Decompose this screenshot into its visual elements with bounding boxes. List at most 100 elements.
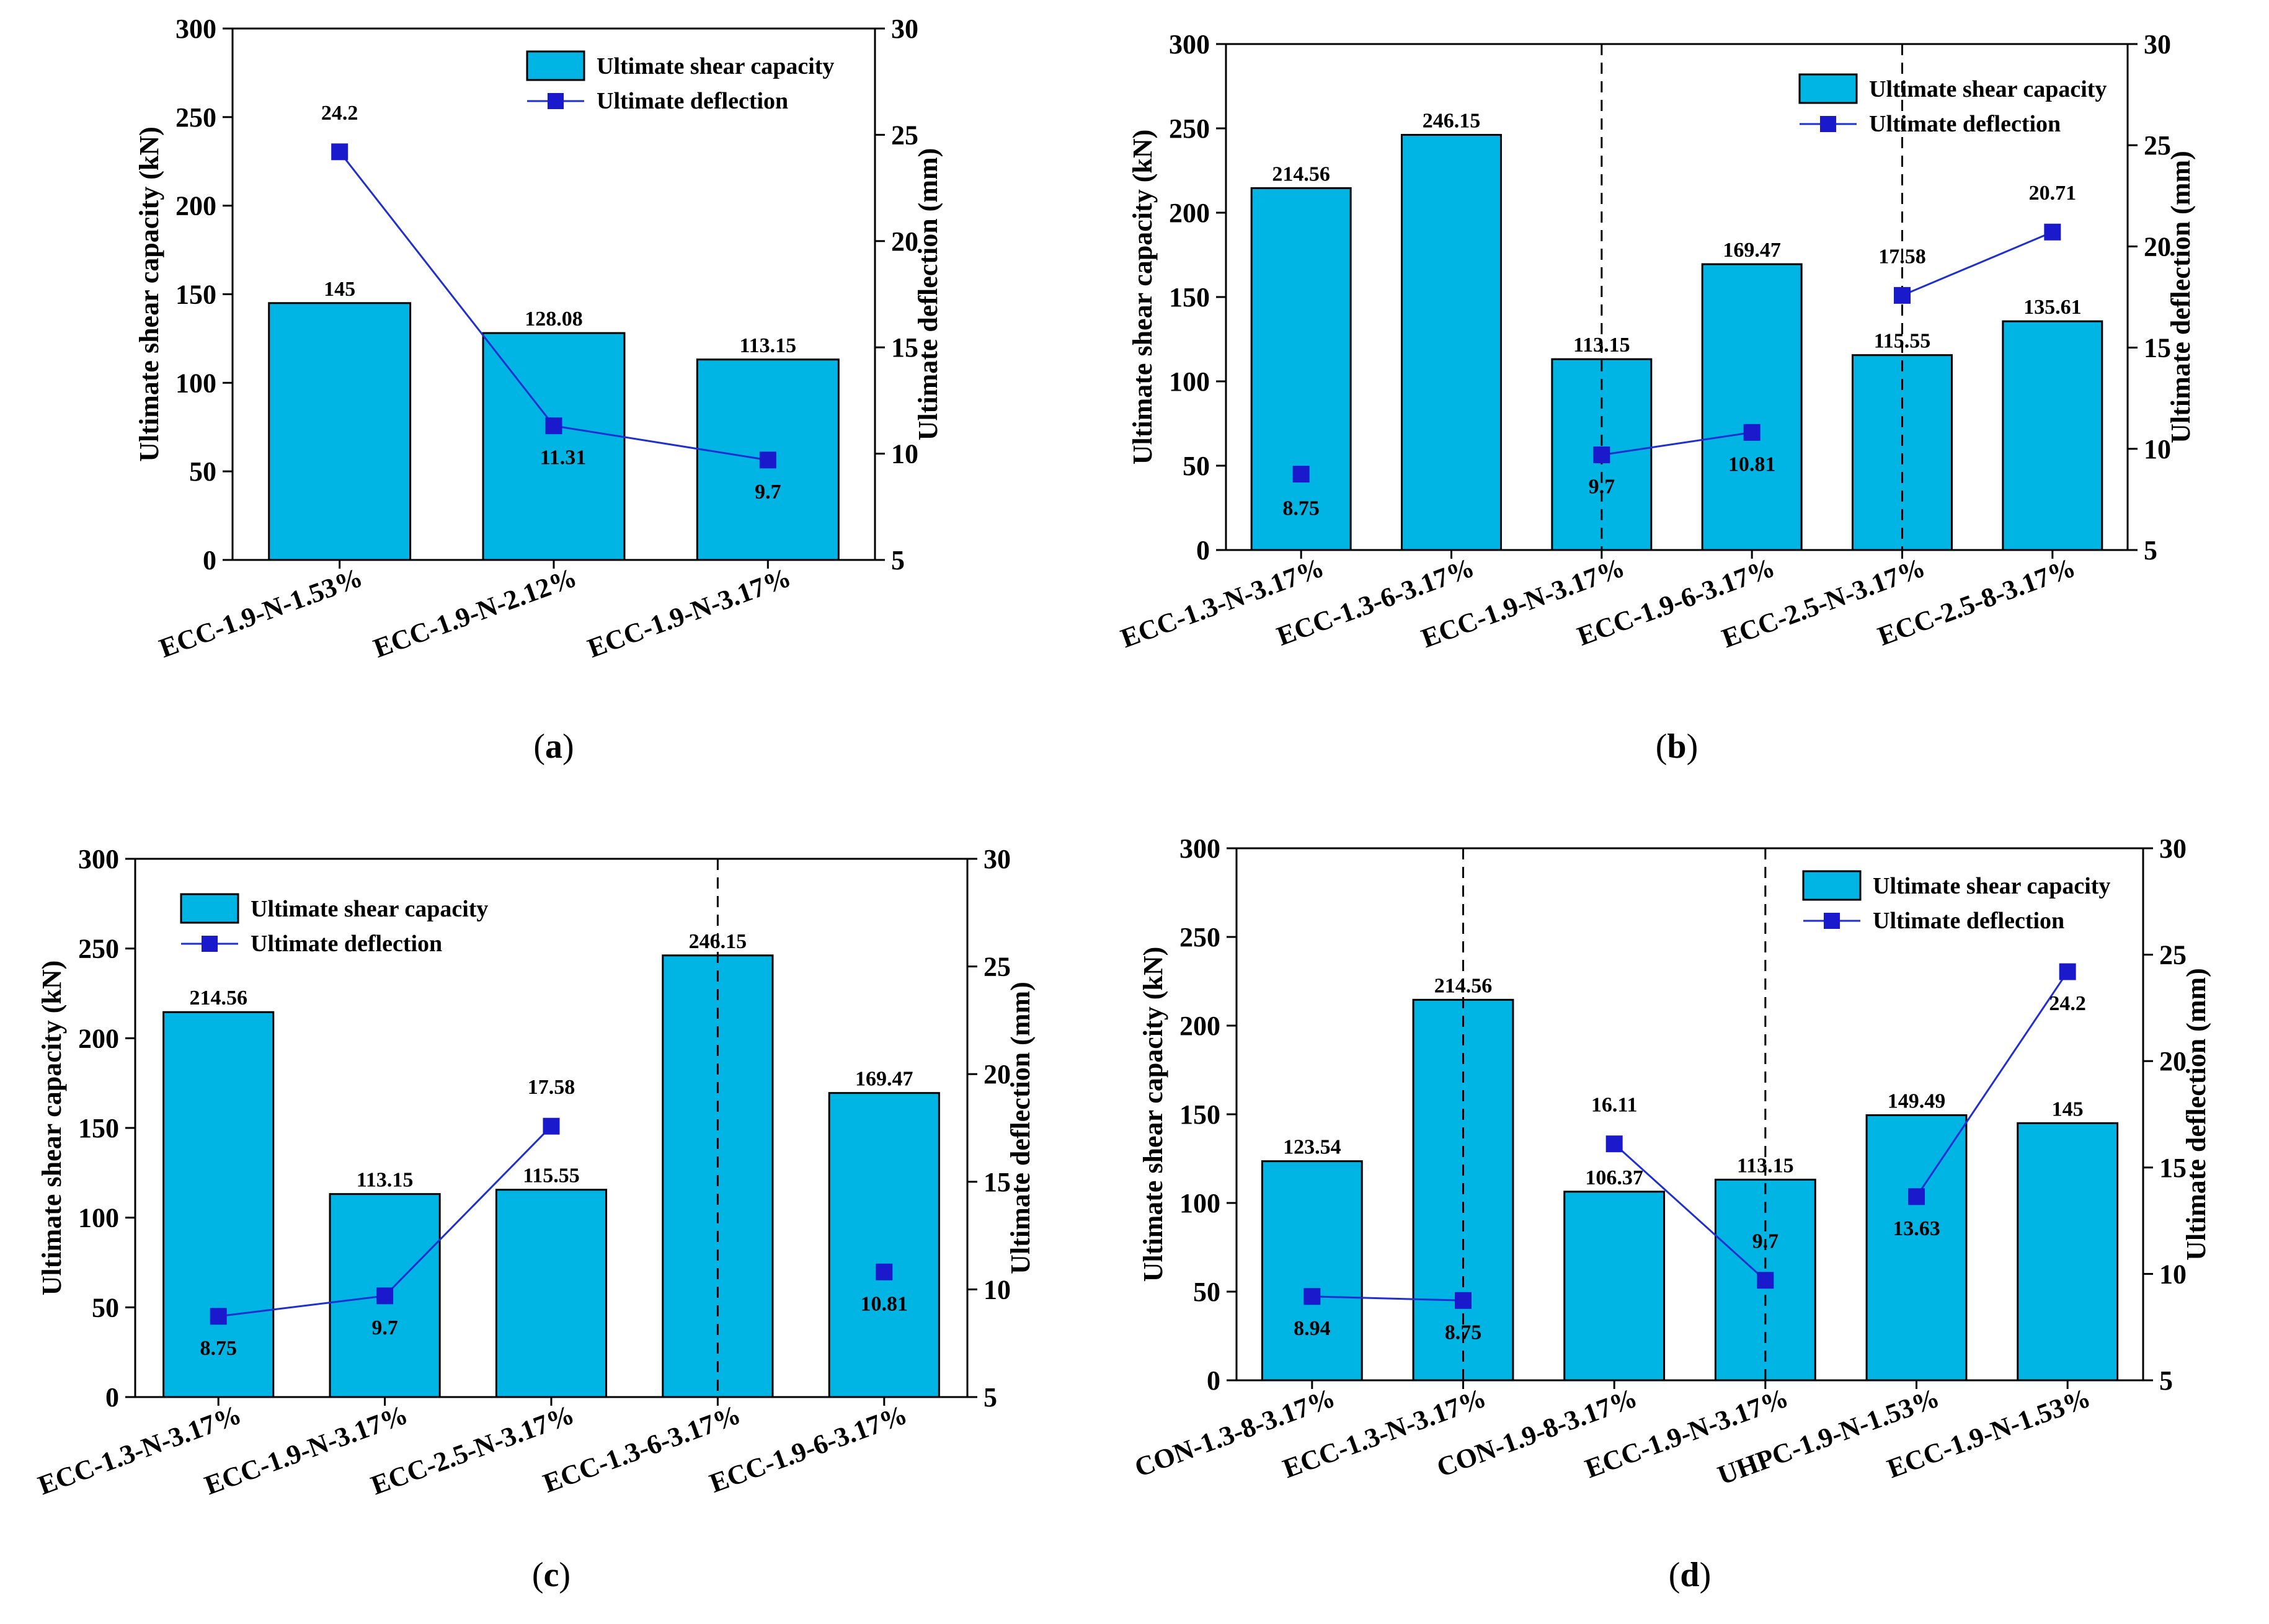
deflection-value-label: 9.7 <box>371 1316 398 1339</box>
y-tick-label: 150 <box>1169 282 1210 313</box>
y2-tick-label: 15 <box>891 332 918 363</box>
y2-tick-label: 20 <box>984 1059 1011 1089</box>
paren-close: ) <box>559 1556 571 1594</box>
deflection-value-label: 10.81 <box>1728 453 1776 476</box>
bar-value-label: 145 <box>2052 1098 2084 1120</box>
paren-open: ( <box>1656 727 1667 766</box>
deflection-line <box>1614 1143 1766 1281</box>
panel-letter: a <box>545 727 562 766</box>
y2-tick-label: 5 <box>2159 1365 2173 1396</box>
bar-value-label: 246.15 <box>1423 109 1481 132</box>
y2-tick-label: 10 <box>2159 1259 2187 1289</box>
deflection-marker <box>1908 1188 1925 1205</box>
y-tick-label: 50 <box>1193 1277 1220 1307</box>
deflection-marker <box>1593 446 1610 464</box>
deflection-marker <box>210 1308 227 1325</box>
legend-line-label: Ultimate deflection <box>597 88 788 114</box>
legend-line-label: Ultimate deflection <box>251 931 442 957</box>
y-tick-label: 100 <box>1179 1188 1220 1218</box>
paren-close: ) <box>1700 1556 1712 1594</box>
y2-axis-label: Ultimate deflection (mm) <box>2165 151 2196 443</box>
bar <box>1250 187 1352 551</box>
y-tick-label: 300 <box>1169 29 1210 60</box>
bar <box>2017 1122 2119 1382</box>
y2-tick-label: 10 <box>2144 434 2171 464</box>
y-tick-label: 0 <box>1196 535 1210 566</box>
bar <box>1261 1160 1363 1382</box>
legend-bar-label: Ultimate shear capacity <box>1869 76 2107 102</box>
deflection-value-label: 10.81 <box>861 1292 908 1315</box>
y2-axis-label: Ultimate deflection (mm) <box>913 148 943 441</box>
y-tick-label: 200 <box>1169 198 1210 228</box>
deflection-value-label: 9.7 <box>1752 1230 1779 1253</box>
y-tick-label: 100 <box>78 1203 119 1233</box>
deflection-line <box>1901 231 2053 296</box>
y2-tick-label: 10 <box>891 439 918 469</box>
panel-letter: d <box>1680 1556 1699 1594</box>
chart-panel-b: 214.56246.15113.15169.47115.55135.610501… <box>1117 29 2196 766</box>
deflection-value-label: 17.58 <box>1878 245 1926 268</box>
bar <box>495 1189 608 1398</box>
deflection-value-label: 8.75 <box>1445 1321 1482 1344</box>
legend-bar-swatch <box>180 893 239 924</box>
deflection-line <box>1916 971 2069 1197</box>
paren-close: ) <box>562 727 574 766</box>
bar <box>2002 320 2103 551</box>
deflection-marker <box>1743 424 1761 441</box>
deflection-value-label: 24.2 <box>2049 992 2086 1015</box>
bar <box>1865 1114 1968 1382</box>
bar-value-label: 135.61 <box>2023 296 2082 319</box>
deflection-marker <box>376 1287 394 1305</box>
deflection-marker <box>331 143 349 161</box>
y-tick-label: 250 <box>1179 922 1220 952</box>
legend-line-marker <box>548 93 564 109</box>
y-tick-label: 300 <box>175 14 216 44</box>
y-tick-label: 250 <box>78 934 119 964</box>
deflection-value-label: 8.94 <box>1294 1317 1331 1340</box>
deflection-value-label: 16.11 <box>1591 1094 1638 1117</box>
bar-value-label: 106.37 <box>1585 1166 1643 1189</box>
bar-value-label: 214.56 <box>1272 162 1330 185</box>
y2-tick-label: 5 <box>2144 535 2157 566</box>
deflection-marker <box>1605 1135 1623 1153</box>
bar-value-label: 115.55 <box>523 1165 580 1187</box>
y2-tick-label: 25 <box>891 120 918 150</box>
x-tick-label: ECC-1.9-N-2.12% <box>370 562 581 663</box>
x-tick-label: ECC-1.9-N-3.17% <box>584 562 795 663</box>
y2-axis-label: Ultimate deflection (mm) <box>1005 982 1036 1274</box>
y-axis-label: Ultimate shear capacity (kN) <box>1127 130 1158 465</box>
legend-bar-swatch <box>1798 73 1858 104</box>
bar-value-label: 113.15 <box>740 334 797 357</box>
y2-tick-label: 30 <box>2159 833 2187 864</box>
panel-label: (b) <box>1656 727 1698 766</box>
legend-bar-swatch <box>526 50 585 81</box>
y-axis-label: Ultimate shear capacity (kN) <box>37 961 67 1296</box>
y-axis-label: Ultimate shear capacity (kN) <box>1138 947 1168 1282</box>
legend-line-label: Ultimate deflection <box>1873 908 2064 934</box>
legend-bar-label: Ultimate shear capacity <box>597 53 834 79</box>
deflection-marker <box>1303 1288 1321 1305</box>
deflection-marker <box>545 417 562 435</box>
y-tick-label: 150 <box>78 1113 119 1143</box>
legend-line-label: Ultimate deflection <box>1869 111 2061 137</box>
panel-letter: b <box>1667 727 1686 766</box>
y2-tick-label: 10 <box>984 1274 1011 1305</box>
deflection-marker <box>543 1117 560 1135</box>
panel-label: (d) <box>1669 1556 1711 1594</box>
paren-open: ( <box>1669 1556 1681 1594</box>
y-tick-label: 300 <box>78 844 119 874</box>
deflection-value-label: 20.71 <box>2029 182 2077 205</box>
deflection-value-label: 24.2 <box>321 102 358 125</box>
legend-line-marker <box>202 936 218 952</box>
bar <box>1563 1191 1666 1382</box>
bar-value-label: 214.56 <box>189 987 247 1009</box>
y-tick-label: 50 <box>92 1292 119 1323</box>
y2-tick-label: 25 <box>2159 940 2187 970</box>
legend-bar-label: Ultimate shear capacity <box>1873 873 2110 899</box>
bar <box>1701 263 1803 551</box>
bar <box>162 1011 275 1398</box>
y-tick-label: 250 <box>175 102 216 133</box>
y-tick-label: 50 <box>189 456 216 487</box>
bar-value-label: 123.54 <box>1283 1136 1341 1159</box>
